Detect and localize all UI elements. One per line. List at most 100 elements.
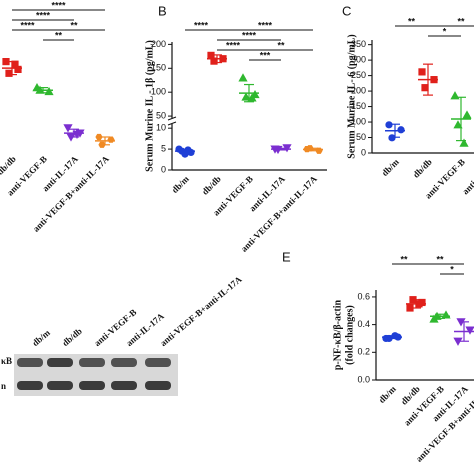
blot-band	[79, 381, 105, 390]
y-tick-label: 350	[351, 39, 366, 49]
y-tick-label: 0	[361, 147, 366, 157]
y-tick-label: 100	[351, 116, 366, 126]
data-point	[465, 326, 474, 335]
error-bar	[390, 123, 400, 138]
y-tick-label: 0.0	[357, 374, 370, 384]
blot-lane-label: db/m	[30, 327, 52, 348]
y-tick-label: 10	[156, 123, 166, 133]
data-point	[385, 121, 393, 129]
error-bar	[276, 147, 286, 151]
x-tick-label: db/db	[411, 157, 434, 180]
data-point	[388, 134, 396, 142]
y-tick-label: 150	[351, 101, 366, 111]
data-point	[406, 304, 414, 312]
blot-band	[17, 358, 43, 367]
significance-label: **	[70, 20, 78, 30]
error-bar	[212, 54, 222, 64]
y-tick-label: 200	[351, 85, 366, 95]
y-tick-label: 0.2	[357, 347, 370, 357]
error-bar	[7, 60, 17, 76]
blot-band	[47, 381, 73, 390]
significance-label: **	[55, 30, 63, 40]
error-bar	[459, 321, 469, 342]
significance-label: ****	[226, 40, 241, 50]
data-point	[210, 57, 218, 65]
x-tick-label: db/m	[377, 383, 399, 405]
data-point	[453, 337, 463, 346]
significance-label: **	[400, 254, 408, 264]
y-tick-label: 5	[161, 143, 166, 153]
data-point	[282, 144, 292, 153]
significance-label: **	[457, 16, 465, 26]
y-axis-label: Serum Murine IL - 1β (pg/mL)	[144, 40, 155, 172]
x-tick-label: db/m	[170, 173, 192, 195]
data-point	[95, 133, 103, 141]
error-bar	[100, 136, 110, 146]
significance-label: ****	[36, 10, 51, 20]
blot-lane-label: anti-VEGF-B+anti-IL-17A	[158, 274, 244, 348]
data-point	[238, 73, 248, 82]
error-bar	[411, 299, 421, 309]
data-point	[453, 120, 463, 129]
data-point	[5, 69, 13, 77]
x-tick-label: db/db	[200, 174, 223, 197]
y-tick-label: 0.6	[357, 291, 370, 301]
y-tick-label: 50	[156, 110, 166, 120]
significance-label: ****	[194, 20, 209, 30]
significance-label: **	[408, 16, 416, 26]
significance-label: *	[443, 26, 447, 36]
blot-band	[145, 381, 171, 390]
error-bar	[435, 313, 445, 319]
data-point	[247, 93, 257, 102]
axis-break	[167, 116, 177, 121]
significance-label: ****	[242, 30, 257, 40]
data-point	[450, 91, 460, 100]
y-axis-label: p-NF-κB/β-actin	[332, 299, 343, 370]
data-point	[459, 138, 469, 147]
blot-band	[111, 358, 137, 367]
y-tick-label: 250	[351, 70, 366, 80]
y-tick-label: 0.4	[357, 319, 370, 329]
data-point	[11, 60, 19, 68]
error-bar	[38, 86, 48, 94]
data-point	[421, 84, 429, 92]
panel-letter: B	[158, 3, 167, 18]
data-point	[2, 58, 10, 66]
data-point	[241, 92, 251, 101]
x-tick-label: db/m	[380, 156, 402, 178]
significance-label: *	[450, 264, 454, 274]
y-tick-label: 300	[351, 54, 366, 64]
significance-label: **	[436, 254, 444, 264]
data-point	[397, 126, 405, 134]
error-bar	[69, 128, 79, 138]
significance-label: **	[277, 40, 285, 50]
significance-label: ****	[258, 20, 273, 30]
blot-row-label: κB	[1, 356, 12, 366]
axis-break	[167, 121, 177, 126]
data-point	[14, 65, 22, 73]
y-tick-label: 0	[161, 164, 166, 174]
error-bar	[308, 147, 318, 152]
blot-row-label: n	[1, 381, 6, 391]
panel-letter: E	[282, 249, 291, 264]
blot-lane-label: db/db	[60, 326, 84, 348]
error-bar	[180, 148, 190, 154]
y-axis-label: Serum Murine IL- 6 (pg/mL)	[346, 34, 357, 158]
error-bar	[423, 63, 433, 96]
data-point	[63, 124, 73, 133]
significance-label: ****	[51, 0, 66, 10]
significance-label: ****	[20, 20, 35, 30]
panel-letter: C	[342, 3, 351, 18]
blot-band	[47, 358, 73, 367]
y-tick-label: 50	[356, 132, 366, 142]
data-point	[207, 51, 215, 59]
data-point	[418, 68, 426, 76]
y-tick-label: 150	[151, 63, 166, 73]
x-tick-label: db/db	[0, 154, 18, 177]
error-bar	[456, 96, 466, 142]
blot-band	[79, 358, 105, 367]
data-point	[462, 110, 472, 119]
y-tick-label: 100	[151, 87, 166, 97]
error-bar	[387, 335, 397, 340]
